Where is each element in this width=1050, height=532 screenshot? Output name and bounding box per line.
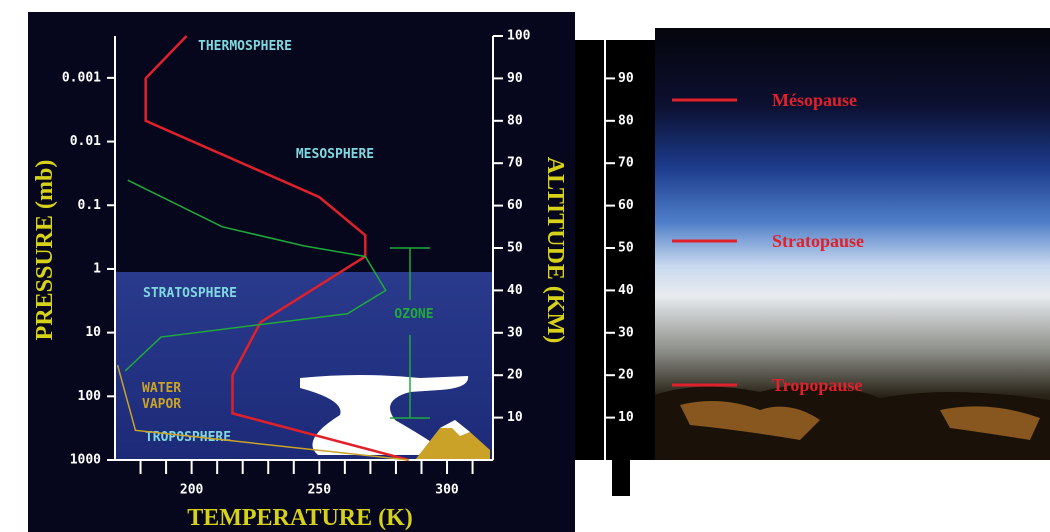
pressure-tick-label: 1000 bbox=[70, 453, 101, 468]
line bbox=[116, 364, 409, 461]
pause-markers bbox=[672, 98, 737, 387]
pressure-tick-label: 10 bbox=[85, 325, 101, 340]
x-axis-title: TEMPERATURE (K) bbox=[187, 505, 413, 531]
y-tick-label: 80 bbox=[618, 113, 634, 128]
y-tick-label: 30 bbox=[618, 325, 634, 340]
y-tick-label: 50 bbox=[618, 241, 634, 256]
scale-stub bbox=[612, 460, 630, 496]
y-tick-label: 30 bbox=[507, 325, 523, 340]
cloud bbox=[300, 375, 469, 455]
y-tick-label: 10 bbox=[507, 410, 523, 425]
line bbox=[144, 35, 410, 462]
ozone-label: OZONE bbox=[394, 307, 433, 322]
y-tick-label: 50 bbox=[507, 241, 523, 256]
photo-clouds bbox=[655, 384, 1050, 460]
y-tick-label: 100 bbox=[507, 29, 531, 44]
water-vapor-label: WATER VAPOR bbox=[142, 381, 181, 412]
pressure-axis-title: PRESSURE (mb) bbox=[32, 160, 58, 341]
pressure-tick-label: 0.01 bbox=[70, 134, 101, 149]
pressure-tick-label: 1 bbox=[93, 261, 101, 276]
photo-glow bbox=[680, 401, 1040, 440]
pause-label: Tropopause bbox=[772, 375, 862, 395]
y-tick-label: 100 bbox=[618, 29, 642, 44]
y-tick-label: 40 bbox=[507, 283, 523, 298]
y-tick-label: 20 bbox=[618, 368, 634, 383]
scale-strip bbox=[575, 40, 655, 460]
pressure-tick-label: 0.1 bbox=[78, 198, 102, 213]
y-tick-label: 60 bbox=[507, 198, 523, 213]
x-tick-label: 300 bbox=[435, 483, 459, 498]
layer-label: MESOSPHERE bbox=[296, 147, 374, 162]
y-tick-label: 40 bbox=[618, 283, 634, 298]
mountain-snow bbox=[440, 420, 470, 436]
y-tick-label: 90 bbox=[618, 71, 634, 86]
y-tick-label: 20 bbox=[507, 368, 523, 383]
y-tick-label: 90 bbox=[507, 71, 523, 86]
stratosphere-band bbox=[115, 272, 493, 460]
water-vapor-word: VAPOR bbox=[142, 397, 181, 412]
y-tick-label: 70 bbox=[507, 156, 523, 171]
pressure-tick-label: 100 bbox=[78, 389, 102, 404]
layer-label: THERMOSPHERE bbox=[198, 39, 292, 54]
line bbox=[124, 179, 387, 372]
x-tick-label: 250 bbox=[308, 483, 332, 498]
ozone-bracket bbox=[390, 247, 430, 419]
pause-label: Stratopause bbox=[772, 231, 864, 251]
x-tick-label: 200 bbox=[180, 483, 204, 498]
y-tick-label: 70 bbox=[618, 156, 634, 171]
layer-label: STRATOSPHERE bbox=[143, 286, 237, 301]
water-vapor-word: WATER bbox=[142, 381, 181, 396]
pressure-tick-label: 0.001 bbox=[62, 70, 101, 85]
y-tick-label: 60 bbox=[618, 198, 634, 213]
altitude-axis-title: ALTITUDE (KM) bbox=[542, 157, 568, 343]
pause-label: Mésopause bbox=[772, 90, 857, 110]
y-tick-label: 10 bbox=[618, 410, 634, 425]
y-tick-label: 80 bbox=[507, 113, 523, 128]
mountain bbox=[415, 420, 490, 460]
